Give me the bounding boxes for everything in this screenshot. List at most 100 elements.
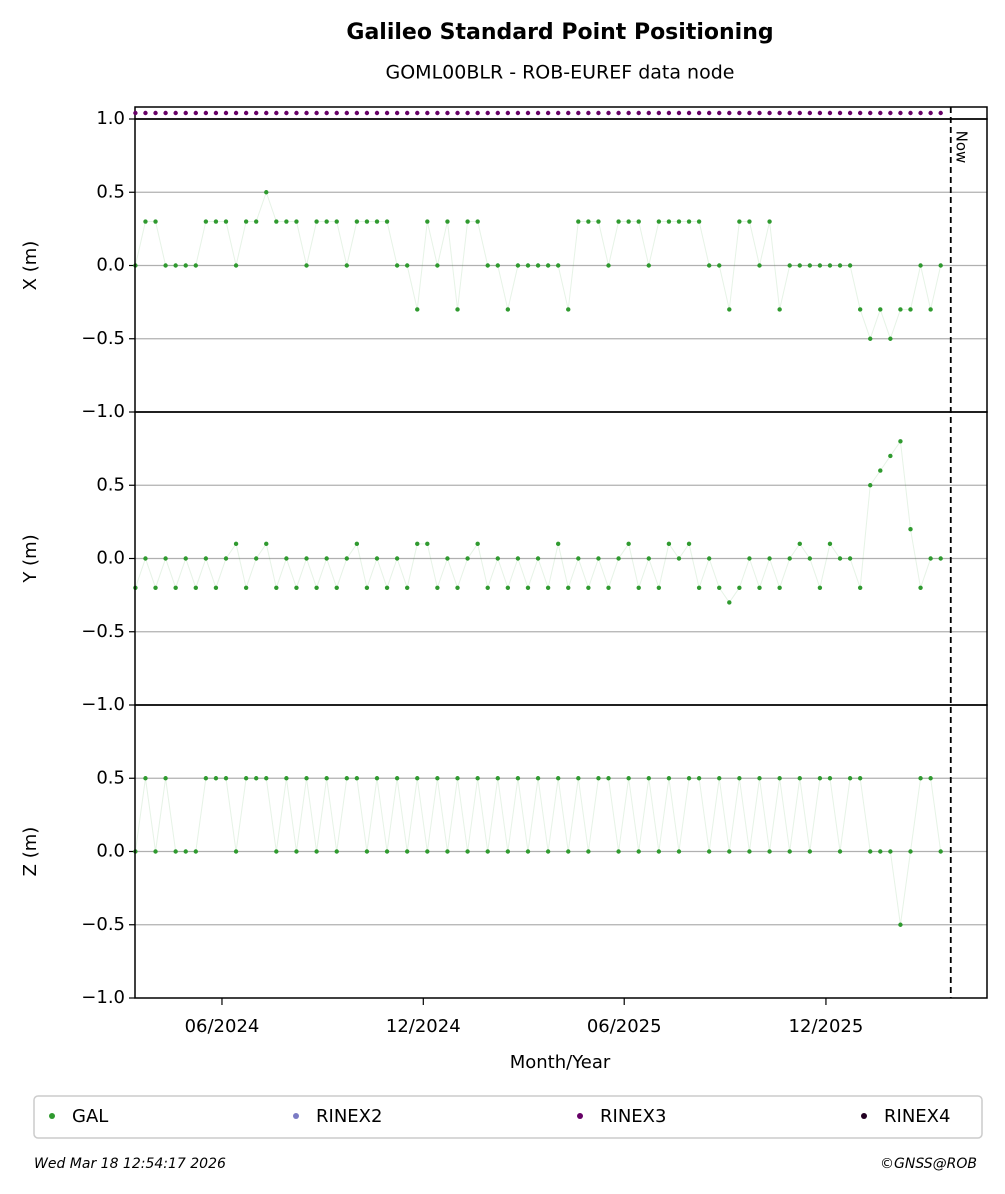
data-point [676,556,682,561]
y-tick-label: 0.5 [96,181,125,202]
data-point [203,776,209,781]
data-point [545,849,551,854]
y-tick-label: 0.0 [96,841,125,862]
data-point [555,776,561,781]
data-point [163,556,168,561]
availability-dot [777,110,782,116]
availability-dot [878,110,883,116]
data-point [465,849,470,854]
data-point [837,556,843,561]
data-point [898,307,903,312]
availability-dot [696,110,702,116]
data-point [173,585,178,590]
data-point [727,600,732,605]
data-point [757,263,762,268]
data-point [374,776,380,781]
data-point [455,585,460,590]
data-point [314,219,319,224]
y-tick-label: −0.5 [81,328,125,349]
data-point [485,585,490,590]
data-point [264,776,269,781]
availability-dot [636,110,641,116]
availability-dot [928,110,933,116]
data-point [153,219,158,224]
data-point [445,219,450,224]
data-point [515,556,521,561]
data-point [475,541,480,547]
data-point [727,307,732,312]
data-point [817,585,823,590]
data-point [878,849,883,854]
data-point [264,541,269,547]
availability-dot [455,110,460,116]
availability-dot [213,110,219,116]
x-tick-label: 12/2024 [386,1016,461,1037]
data-point [475,219,480,224]
data-point [435,263,440,268]
data-point [274,585,279,590]
availability-dot [596,110,601,116]
data-point [515,776,521,781]
data-point [555,263,561,268]
data-point [344,556,349,561]
data-point [928,307,933,312]
availability-dot [606,110,611,116]
data-point [566,849,571,854]
series-line [134,439,941,604]
availability-dot [223,110,229,116]
availability-dot [415,110,420,116]
data-point [284,776,289,781]
availability-dot [173,110,178,116]
data-point [163,776,168,781]
data-point [314,585,319,590]
data-point [847,556,853,561]
data-point [384,585,390,590]
data-point [243,776,249,781]
data-point [606,776,611,781]
availability-dot [666,110,672,116]
data-point [576,556,581,561]
data-point [404,585,410,590]
data-point [425,219,430,224]
data-point [354,776,360,781]
data-point [324,776,329,781]
data-point [294,219,299,224]
data-point [676,849,682,854]
y-tick-label: 1.0 [96,108,125,129]
legend-marker [49,1113,55,1119]
data-point [596,219,601,224]
data-point [737,219,742,224]
data-point [606,585,611,590]
data-point [374,556,380,561]
availability-dot [827,110,833,116]
data-point [525,585,531,590]
availability-dot [274,110,279,116]
data-point [535,263,541,268]
data-point [314,849,319,854]
data-point [404,263,410,268]
data-point [364,219,370,224]
availability-dot [706,110,712,116]
data-point [445,556,450,561]
data-point [706,263,712,268]
data-point [807,263,813,268]
data-point [455,776,460,781]
data-point [213,219,219,224]
availability-dot [837,110,843,116]
availability-dot [767,110,772,116]
data-point [415,307,420,312]
data-point [888,849,893,854]
data-point [586,849,591,854]
data-point [284,556,289,561]
data-point [505,307,511,312]
data-point [294,849,299,854]
data-point [676,219,682,224]
availability-dot [143,110,148,116]
data-point [183,263,188,268]
data-point [868,483,873,488]
availability-dot [908,110,913,116]
data-point [545,263,551,268]
y-axis-label: Y (m) [20,534,41,583]
data-point [938,849,943,854]
